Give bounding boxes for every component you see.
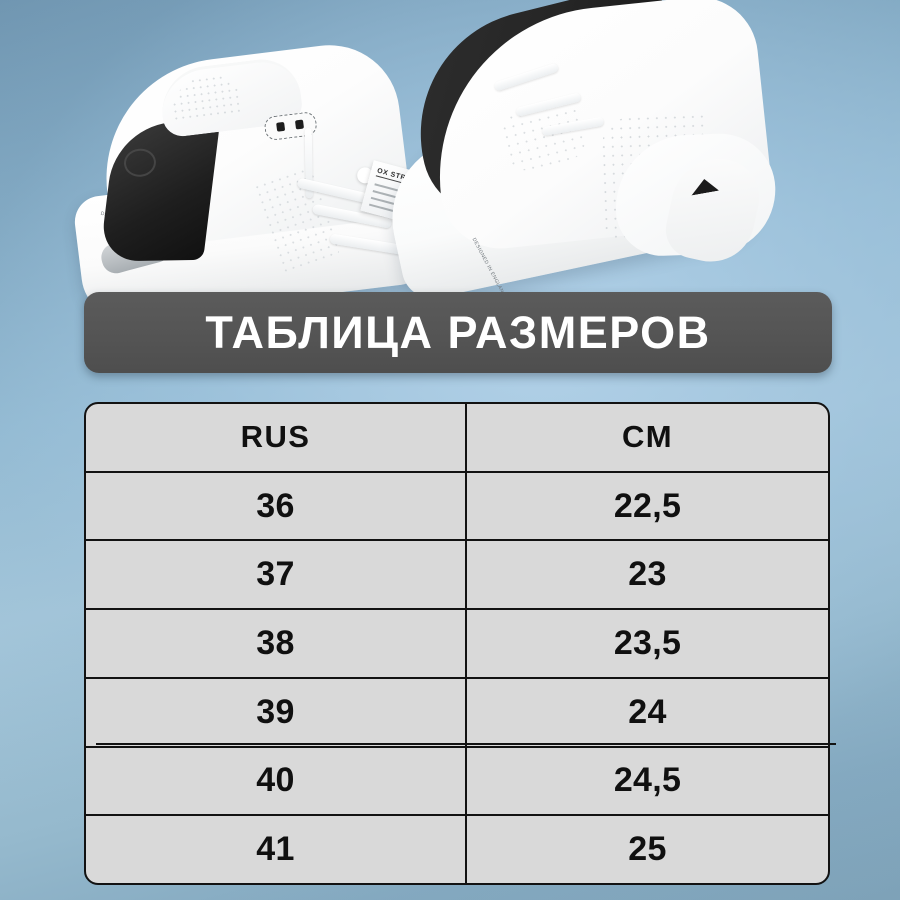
size-chart-table: RUS CM 36 22,5 37 23 38 23,5 39 24 40 24… (84, 402, 830, 885)
table-row: 41 25 (86, 816, 828, 883)
cell-rus: 38 (86, 610, 467, 677)
cell-cm: 23,5 (613, 624, 682, 663)
cell-cm: 24,5 (613, 761, 682, 800)
cell-cm: 22,5 (613, 486, 682, 525)
sneaker-left-eyelet-2 (294, 119, 305, 130)
table-row: 36 22,5 (86, 472, 828, 542)
cell-cm: 23 (628, 555, 667, 594)
table-row: 38 23,5 (86, 610, 828, 679)
sneaker-right: DESIGNED IN ENGLAND (377, 0, 823, 324)
table-header-row: RUS CM (86, 404, 828, 473)
cell-rus: 39 (86, 678, 467, 746)
table-row: 37 23 (86, 541, 828, 611)
sneaker-left: DESIGNED IN ENGLAND OX STREET (54, 8, 446, 338)
page-title: ТАБЛИЦА РАЗМЕРОВ (205, 306, 711, 358)
table-row: 40 24,5 (86, 747, 828, 817)
page-title-banner: ТАБЛИЦА РАЗМЕРОВ (84, 292, 832, 373)
cell-rus: 40 (86, 747, 467, 815)
table-row: 39 24 (86, 678, 828, 748)
column-header-cm: CM (621, 419, 673, 455)
column-header-rus: RUS (86, 404, 467, 471)
cell-cm: 24 (628, 692, 667, 731)
cell-rus: 41 (86, 816, 467, 883)
cell-rus: 36 (86, 472, 467, 540)
cell-cm: 25 (628, 830, 667, 869)
row-divider-overhang (96, 743, 836, 745)
sneaker-left-eyelet-1 (276, 121, 286, 132)
cell-rus: 37 (86, 541, 467, 609)
